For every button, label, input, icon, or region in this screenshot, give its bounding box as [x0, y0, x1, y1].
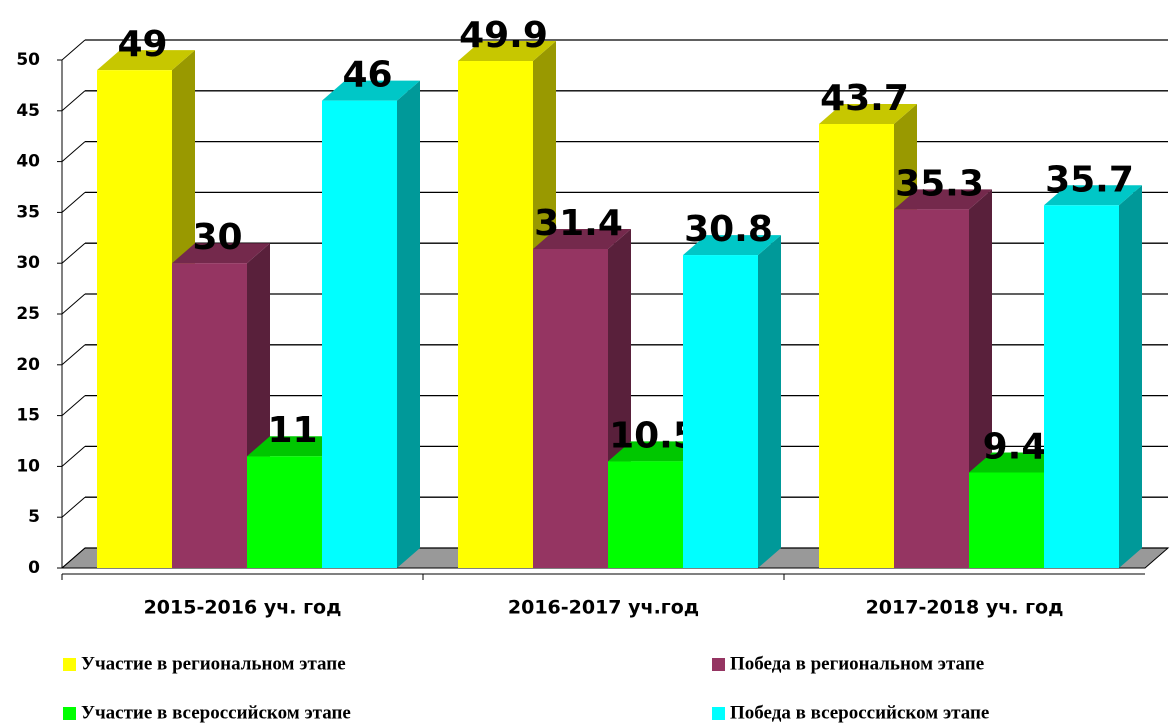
bar-top: [894, 189, 992, 210]
y-tick-label: 25: [16, 304, 40, 324]
y-tick-label: 5: [28, 507, 40, 527]
data-label: 43.7: [820, 78, 909, 119]
legend-label: Участие в всероссийском этапе: [81, 702, 351, 723]
y-tick-label: 40: [16, 152, 40, 172]
legend-swatch: [712, 658, 725, 671]
grid-diagonal: [61, 547, 86, 569]
bar-top: [533, 228, 631, 249]
data-label: 46: [342, 55, 392, 96]
data-label: 9.4: [983, 426, 1047, 467]
bar-side: [758, 235, 781, 568]
bar-top: [172, 243, 270, 264]
bar: [608, 461, 683, 568]
bar-top: [247, 436, 345, 457]
bar: [247, 456, 322, 568]
data-label: 30.8: [684, 209, 773, 250]
grid-diagonal: [61, 192, 86, 213]
bar-top: [969, 452, 1067, 473]
data-label: 30: [192, 217, 242, 258]
bar: [1044, 205, 1119, 568]
legend-swatch: [63, 707, 76, 720]
x-tick-label: 2016-2017 уч.год: [508, 597, 699, 619]
x-tick-label: 2015-2016 уч. год: [144, 597, 342, 619]
bar-top: [608, 441, 706, 462]
bar: [172, 263, 247, 568]
grid-diagonal: [61, 496, 86, 518]
grid-diagonal: [61, 395, 86, 416]
bar-top: [683, 235, 781, 256]
grid-diagonal: [61, 39, 86, 61]
grid-diagonal: [61, 293, 86, 315]
bar: [683, 255, 758, 568]
y-tick-label: 0: [28, 558, 40, 578]
y-tick-label: 50: [16, 50, 40, 70]
y-tick-label: 10: [16, 456, 40, 476]
bar-side: [1119, 185, 1142, 568]
bar: [458, 61, 533, 569]
bar-top: [322, 80, 420, 101]
bar-top: [458, 41, 556, 62]
x-tick-label: 2017-2018 уч. год: [866, 597, 1064, 619]
y-tick-label: 45: [16, 101, 40, 121]
y-tick-label: 20: [16, 355, 40, 375]
data-label: 31.4: [534, 203, 623, 244]
bar: [969, 472, 1044, 568]
data-label: 11: [267, 410, 317, 451]
grid-diagonal: [61, 446, 86, 467]
bar: [322, 100, 397, 568]
legend-swatch: [63, 658, 76, 671]
bar-top: [97, 50, 195, 71]
bar: [894, 209, 969, 569]
legend-label: Победа в региональном этапе: [730, 653, 984, 674]
legend-label: Участие в региональном этапе: [81, 653, 346, 674]
bar-side: [397, 80, 420, 568]
bar-top: [1044, 185, 1142, 206]
data-label: 49: [117, 24, 167, 65]
grid-diagonal: [61, 242, 86, 264]
legend-swatch: [712, 707, 725, 720]
bar-top: [819, 104, 917, 125]
grid-diagonal: [61, 344, 86, 366]
grid-diagonal: [61, 90, 86, 112]
legend-label: Победа в всероссийском этапе: [730, 702, 989, 723]
bar: [97, 70, 172, 568]
bar: [819, 124, 894, 569]
data-label: 35.3: [895, 163, 984, 204]
bar: [533, 248, 608, 568]
data-label: 35.7: [1045, 159, 1134, 200]
grid-diagonal: [61, 141, 86, 162]
data-label: 49.9: [459, 15, 548, 56]
y-tick-label: 15: [16, 406, 40, 426]
y-tick-label: 30: [16, 253, 40, 273]
y-tick-label: 35: [16, 202, 40, 222]
